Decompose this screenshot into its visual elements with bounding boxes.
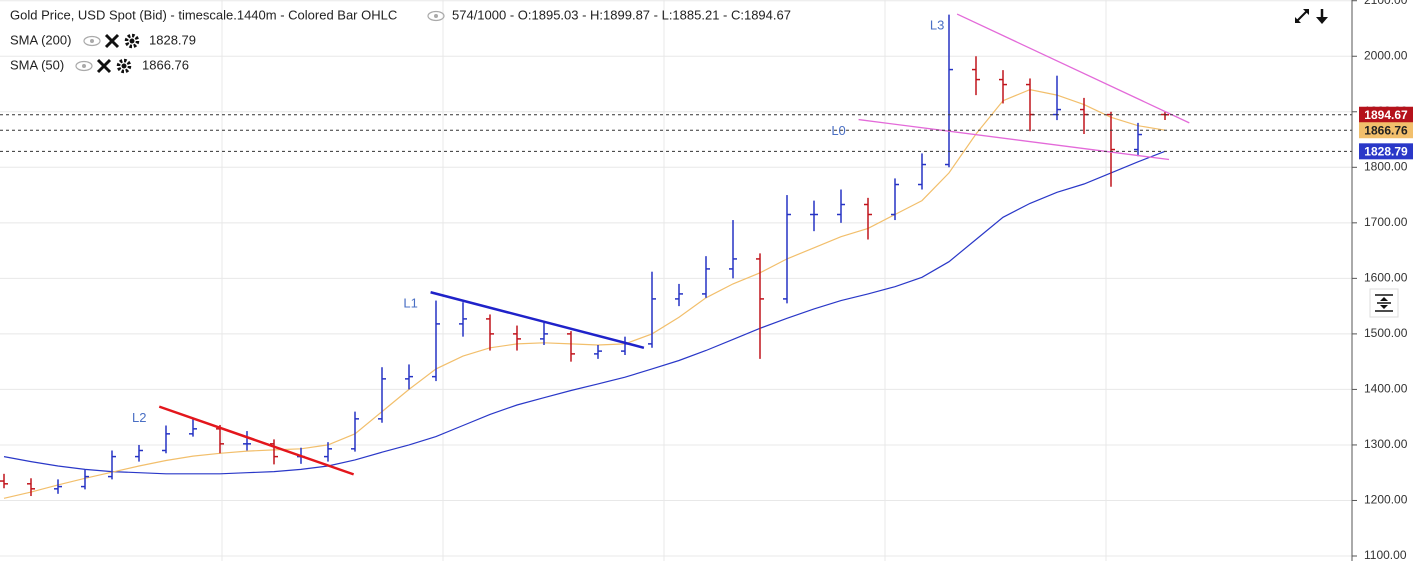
trendline — [858, 118, 1170, 161]
trendline-label: L2 — [132, 410, 146, 425]
price-label-box — [1359, 143, 1413, 160]
grid — [0, 0, 1352, 561]
expand-icon[interactable] — [1295, 9, 1309, 23]
eye-icon[interactable] — [75, 60, 93, 72]
price-axis — [1352, 0, 1425, 561]
trendline — [158, 405, 355, 476]
sma-line — [3, 150, 1166, 475]
price-label-box — [1359, 106, 1413, 123]
price-label: 1894.67 — [1364, 108, 1408, 122]
settings-icon[interactable] — [116, 58, 132, 74]
scale-button[interactable] — [1369, 288, 1399, 318]
price-label: 1828.79 — [1364, 144, 1408, 158]
eye-icon[interactable] — [427, 10, 445, 22]
trendline-label: L1 — [403, 296, 417, 311]
y-tick-label: 1600.00 — [1364, 271, 1408, 285]
ohlc-info: 574/1000 - O:1895.03 - H:1899.87 - L:188… — [452, 7, 791, 22]
trendline — [956, 13, 1190, 124]
trendline-label: L3 — [930, 17, 944, 32]
download-icon[interactable] — [1316, 9, 1328, 24]
remove-icon[interactable] — [104, 33, 120, 49]
chart-title: Gold Price, USD Spot (Bid) - timescale.1… — [10, 7, 397, 22]
legend-value: 1828.79 — [149, 32, 196, 47]
plot-area: L2 L1 L3 L0 — [0, 13, 1352, 499]
y-tick-label: 2100.00 — [1364, 0, 1408, 7]
y-tick-label: 2000.00 — [1364, 48, 1408, 62]
remove-icon[interactable] — [96, 58, 112, 74]
y-tick-label: 1800.00 — [1364, 159, 1408, 173]
settings-icon[interactable] — [124, 33, 140, 49]
trendline — [430, 291, 645, 349]
trendline-label: L0 — [831, 123, 845, 138]
y-tick-label: 1500.00 — [1364, 326, 1408, 340]
price-label: 1866.76 — [1364, 123, 1408, 137]
y-tick-label: 1700.00 — [1364, 215, 1408, 229]
eye-icon[interactable] — [83, 35, 101, 47]
y-tick-label: 1200.00 — [1364, 493, 1408, 507]
legend-entry: SMA (50) — [10, 57, 64, 72]
y-tick-label: 1300.00 — [1364, 437, 1408, 451]
price-axis-labels: 1100.00 1200.00 1300.00 1400.00 1500.00 1600.… — [1352, 0, 1413, 561]
legend-value: 1866.76 — [142, 57, 189, 72]
y-tick-label: 1400.00 — [1364, 382, 1408, 396]
sma-line — [3, 88, 1166, 499]
legend-entry: SMA (200) — [10, 32, 71, 47]
price-label-box — [1359, 122, 1413, 139]
y-tick-label: 1100.00 — [1364, 548, 1407, 561]
